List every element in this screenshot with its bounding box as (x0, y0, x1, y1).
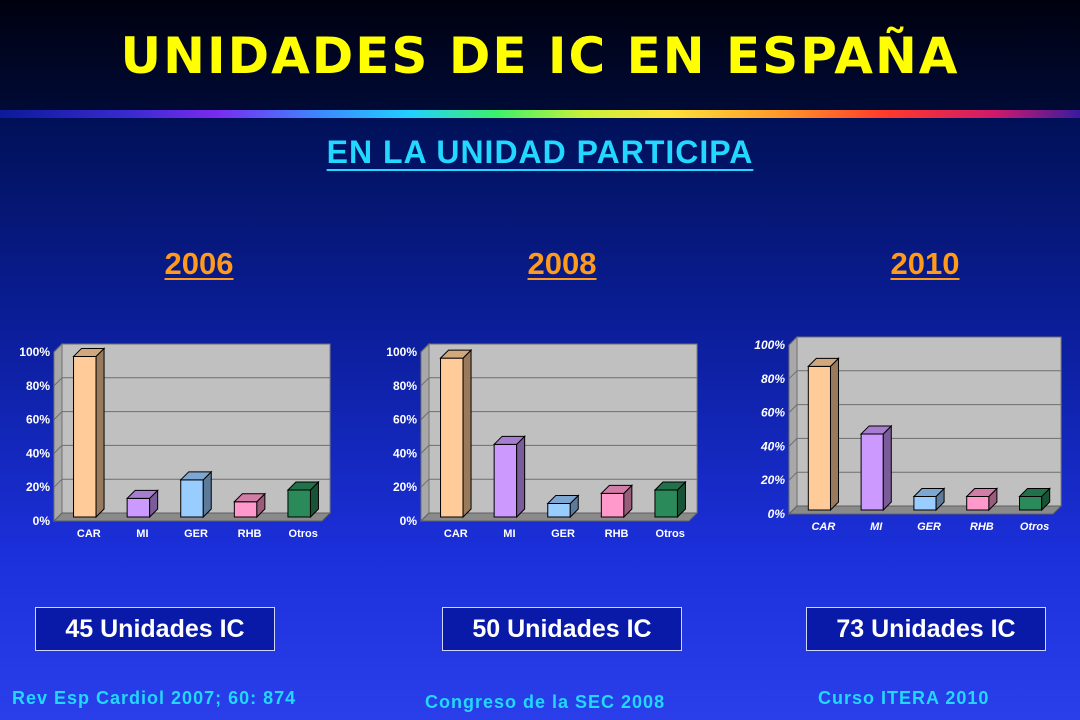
y-tick-label: 100% (754, 338, 785, 352)
side-wall (53, 342, 63, 523)
bar-mi (125, 489, 159, 519)
y-tick-label: 40% (26, 446, 50, 460)
y-tick-label: 20% (760, 473, 785, 487)
y-tick-label: 80% (761, 372, 785, 386)
x-tick-label: CAR (77, 528, 101, 540)
gridline (420, 478, 430, 488)
gridline (788, 336, 798, 346)
gridline (53, 343, 63, 353)
bar-car (807, 357, 840, 512)
x-tick-label: RHB (238, 528, 262, 540)
plot-area (428, 343, 698, 514)
x-tick-label: MI (136, 528, 148, 540)
plot-area (796, 336, 1062, 507)
y-tick-label: 0% (33, 514, 51, 528)
side-wall (788, 335, 798, 516)
x-tick-label: Otros (656, 528, 685, 540)
y-tick-label: 20% (26, 480, 50, 494)
year-text: 2006 (164, 246, 234, 281)
year-label-2006: 2006 (139, 246, 259, 282)
gridline (420, 445, 430, 454)
subtitle-text: EN LA UNIDAD PARTICIPA (326, 134, 754, 170)
bar-chart-2006: 0% 20% 40% 60% 80% 100% CAR MI GER RHB Otros (19, 342, 332, 540)
bar-mi (859, 424, 893, 512)
gridline (420, 343, 430, 353)
x-tick-label: CAR (811, 521, 835, 533)
x-tick-label: Otros (1020, 521, 1049, 533)
x-tick-label: MI (503, 528, 515, 540)
reference-2008: Congreso de la SEC 2008 (425, 692, 666, 712)
bar-chart-2008: 0% 20% 40% 60% 80% 100% CAR MI GER RHB Otros (386, 342, 699, 540)
y-tick-label: 0% (768, 507, 786, 521)
bar-mi (492, 435, 526, 519)
x-tick-label: RHB (605, 528, 629, 540)
y-tick-label: 100% (386, 345, 417, 359)
reference-2010: Curso ITERA 2010 (818, 688, 990, 708)
x-tick-label: MI (870, 521, 883, 533)
bar-otros (286, 480, 320, 519)
rainbow-divider (0, 110, 1080, 118)
page-title: UNIDADES DE IC EN ESPAÑA (120, 27, 960, 85)
header-band (0, 0, 1080, 110)
gridline (788, 370, 798, 380)
bar-car (439, 348, 473, 519)
units-box-2006: 45 Unidades IC (35, 607, 275, 651)
bar-rhb (233, 492, 267, 519)
bar-chart-2010: 0% 20% 40% 60% 80% 100% CAR MI GER RHB Otros (754, 335, 1063, 533)
gridline (53, 411, 63, 420)
bar-car (72, 347, 106, 519)
x-tick-label: Otros (289, 528, 318, 540)
y-tick-label: 0% (400, 514, 418, 528)
gridline (420, 411, 430, 420)
y-tick-label: 60% (393, 413, 417, 427)
y-tick-label: 60% (26, 413, 50, 427)
gridline (788, 471, 798, 481)
bar-rhb (600, 484, 634, 519)
reference-2006: Rev Esp Cardiol 2007; 60: 874 (12, 688, 297, 708)
y-tick-label: 80% (393, 379, 417, 393)
bar-ger (546, 494, 580, 519)
bar-ger (179, 470, 213, 519)
year-label-2008: 2008 (502, 246, 622, 282)
y-tick-label: 40% (760, 439, 785, 453)
side-wall (420, 342, 430, 523)
units-box-2010: 73 Unidades IC (806, 607, 1046, 651)
y-tick-label: 100% (19, 345, 50, 359)
bar-otros (1018, 487, 1051, 512)
gridline (53, 478, 63, 488)
year-text: 2010 (890, 246, 960, 281)
x-tick-label: GER (184, 528, 208, 540)
y-tick-label: 40% (393, 446, 417, 460)
year-label-2010: 2010 (865, 246, 985, 282)
y-tick-label: 80% (26, 379, 50, 393)
bar-ger (912, 487, 946, 512)
gridline (53, 445, 63, 454)
gridline (788, 404, 798, 413)
subtitle: EN LA UNIDAD PARTICIPA (0, 134, 1080, 171)
bar-otros (653, 480, 687, 519)
units-box-2008: 50 Unidades IC (442, 607, 682, 651)
year-text: 2008 (527, 246, 597, 281)
x-tick-label: GER (551, 528, 575, 540)
gridline (420, 377, 430, 387)
gridline (788, 438, 798, 447)
y-tick-label: 20% (393, 480, 417, 494)
x-tick-label: CAR (444, 528, 468, 540)
bar-rhb (965, 487, 999, 512)
y-tick-label: 60% (761, 406, 785, 420)
x-tick-label: GER (917, 521, 941, 533)
gridline (53, 377, 63, 387)
x-tick-label: RHB (970, 521, 994, 533)
